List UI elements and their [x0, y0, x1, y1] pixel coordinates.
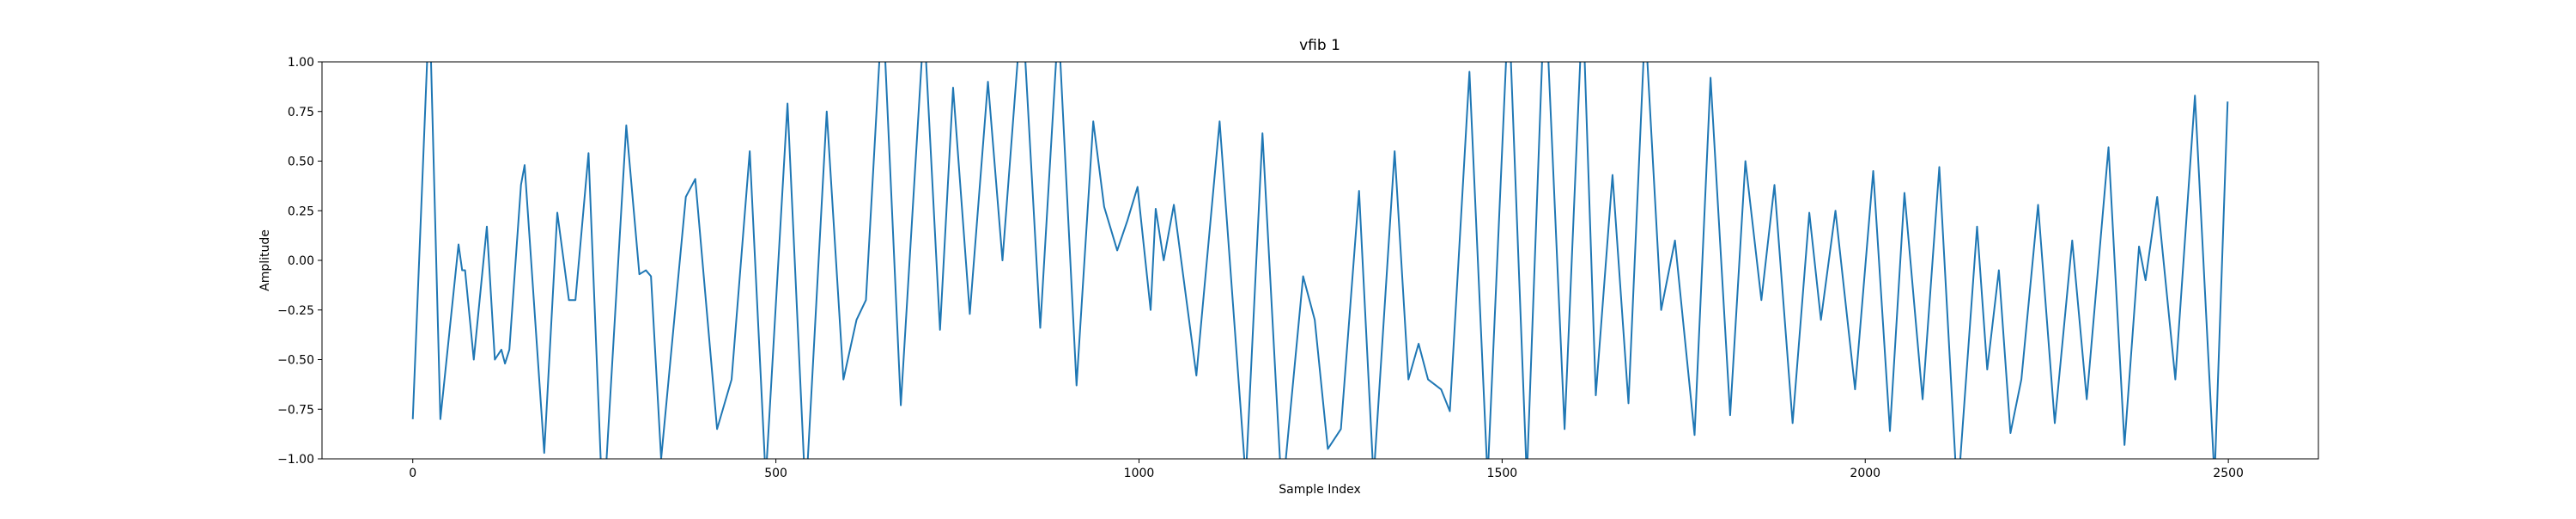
- y-tick-label: 0.75: [288, 106, 314, 119]
- x-tick-label: 2000: [1850, 467, 1880, 480]
- series-line: [411, 62, 2229, 459]
- x-tick-label: 500: [764, 467, 787, 480]
- x-axis-label: Sample Index: [1279, 483, 1360, 497]
- y-tick-label: 0.50: [288, 156, 314, 169]
- y-tick-label: 1.00: [288, 56, 314, 70]
- x-tick-label: 1000: [1124, 467, 1155, 480]
- x-tick-label: 0: [409, 467, 416, 480]
- chart-title: vfib 1: [1299, 37, 1340, 54]
- plot-area: [411, 62, 2229, 459]
- x-tick-label: 2500: [2213, 467, 2244, 480]
- x-tick-label: 1500: [1487, 467, 1518, 480]
- y-tick-label: −0.50: [277, 354, 314, 368]
- y-tick-label: 0.25: [288, 205, 314, 218]
- y-tick-label: −0.75: [277, 403, 314, 417]
- y-axis-label: Amplitude: [258, 229, 272, 291]
- y-tick-label: 0.00: [288, 254, 314, 268]
- y-tick-label: −0.25: [277, 304, 314, 318]
- y-tick-label: −1.00: [277, 453, 314, 467]
